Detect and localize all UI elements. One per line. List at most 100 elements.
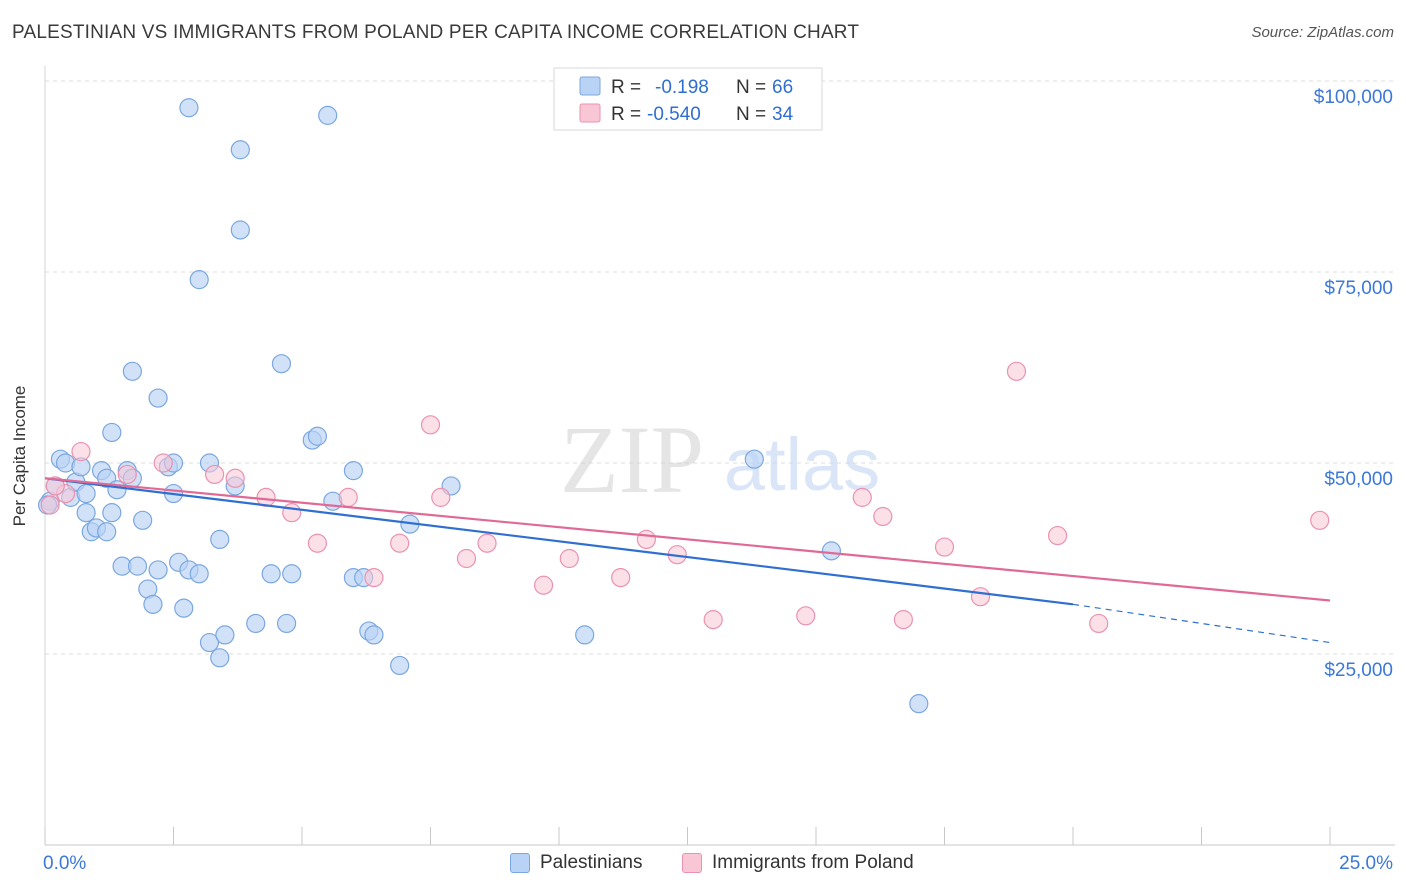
point-poland xyxy=(307,533,328,553)
point-poland xyxy=(970,587,991,607)
trend-line-palestinians-extension xyxy=(1072,603,1331,644)
legend-swatch-pink xyxy=(579,103,601,123)
point-palestinians xyxy=(909,694,929,714)
legend-n-value-pink: 34 xyxy=(772,104,794,125)
trend-lines xyxy=(44,477,1331,644)
point-poland xyxy=(153,453,173,473)
point-poland xyxy=(893,610,913,630)
trend-line-palestinians xyxy=(44,477,1074,606)
legend-top: R = -0.198 N = 66 R = -0.540 N = 34 xyxy=(553,67,823,131)
point-poland xyxy=(456,548,477,569)
point-palestinians xyxy=(210,648,230,668)
legend-bottom: Palestinians Immigrants from Poland xyxy=(0,852,1406,880)
watermark-zip: ZIP xyxy=(560,406,704,513)
trend-line-poland xyxy=(44,477,1331,602)
point-poland xyxy=(364,567,384,588)
point-palestinians xyxy=(343,461,363,481)
legend-n-label-pink: N = xyxy=(736,104,766,125)
y-tick-label: $75,000 xyxy=(1324,278,1393,299)
point-poland xyxy=(636,529,656,550)
point-poland xyxy=(611,567,631,588)
point-palestinians xyxy=(364,625,384,645)
point-palestinians xyxy=(271,354,292,374)
point-poland xyxy=(71,441,91,462)
legend-swatch-poland xyxy=(682,853,702,873)
point-palestinians xyxy=(821,541,842,561)
point-poland xyxy=(431,487,451,507)
point-palestinians xyxy=(246,613,266,634)
point-poland xyxy=(1310,510,1330,530)
legend-r-label-blue: R = xyxy=(611,77,641,98)
point-poland xyxy=(338,487,358,507)
point-poland xyxy=(703,610,723,630)
legend-n-value-blue: 66 xyxy=(772,77,793,98)
point-palestinians xyxy=(261,564,281,584)
point-palestinians xyxy=(143,594,163,614)
point-poland xyxy=(852,487,872,507)
point-palestinians xyxy=(179,98,199,118)
point-poland xyxy=(390,533,410,553)
legend-swatch-palestinians xyxy=(510,853,530,873)
legend-n-label-blue: N = xyxy=(736,77,766,98)
point-palestinians xyxy=(210,529,230,550)
series-palestinians xyxy=(37,98,929,714)
point-palestinians xyxy=(76,503,96,523)
point-poland xyxy=(533,575,554,595)
point-palestinians xyxy=(215,625,235,645)
x-tick-label: 0.0% xyxy=(43,853,86,874)
point-palestinians xyxy=(102,503,122,523)
legend-item-poland: Immigrants from Poland xyxy=(682,852,914,874)
point-poland xyxy=(477,533,497,553)
point-poland xyxy=(1047,525,1068,546)
y-tick-label: $100,000 xyxy=(1314,87,1393,108)
point-poland xyxy=(117,464,137,485)
point-palestinians xyxy=(390,655,410,676)
point-palestinians xyxy=(189,270,209,290)
point-palestinians xyxy=(102,422,122,443)
point-poland xyxy=(796,606,816,626)
point-palestinians xyxy=(318,105,338,125)
y-tick-label: $50,000 xyxy=(1324,469,1393,490)
point-palestinians xyxy=(307,426,328,446)
legend-r-label-pink: R = xyxy=(611,104,641,125)
point-poland xyxy=(420,415,441,435)
source-label: Source: ZipAtlas.com xyxy=(1251,24,1394,41)
point-palestinians xyxy=(174,598,194,618)
legend-item-palestinians: Palestinians xyxy=(510,852,642,874)
point-palestinians xyxy=(230,220,250,240)
gridlines xyxy=(45,80,1395,655)
point-palestinians xyxy=(282,564,302,584)
point-poland xyxy=(282,503,302,523)
point-palestinians xyxy=(76,483,96,504)
point-palestinians xyxy=(230,140,250,160)
y-tick-labels: $25,000 $50,000 $75,000 $100,000 xyxy=(1314,87,1393,681)
point-poland xyxy=(205,464,225,485)
x-tick-labels: 0.0% 25.0% xyxy=(43,853,1393,874)
point-poland xyxy=(225,468,245,488)
legend-r-value-pink: -0.540 xyxy=(647,104,701,125)
point-palestinians xyxy=(148,560,168,580)
legend-label-palestinians: Palestinians xyxy=(540,852,643,873)
point-palestinians xyxy=(127,556,148,576)
x-tick-label: 25.0% xyxy=(1339,853,1393,874)
point-palestinians xyxy=(189,564,209,584)
point-palestinians xyxy=(575,625,595,645)
point-palestinians xyxy=(148,388,168,408)
point-palestinians xyxy=(133,510,153,530)
legend-label-poland: Immigrants from Poland xyxy=(712,852,914,873)
axes xyxy=(44,66,1395,846)
legend-r-value-blue: -0.198 xyxy=(655,77,709,98)
series-poland xyxy=(40,361,1330,634)
point-palestinians xyxy=(97,522,117,542)
point-poland xyxy=(873,506,893,527)
chart-title: PALESTINIAN VS IMMIGRANTS FROM POLAND PE… xyxy=(12,22,860,43)
point-poland xyxy=(559,548,579,569)
y-tick-label: $25,000 xyxy=(1324,660,1393,681)
point-palestinians xyxy=(276,613,297,634)
point-palestinians xyxy=(744,449,764,469)
point-poland xyxy=(40,495,60,515)
point-palestinians xyxy=(122,361,142,381)
point-poland xyxy=(1006,361,1027,381)
point-palestinians xyxy=(199,632,220,653)
